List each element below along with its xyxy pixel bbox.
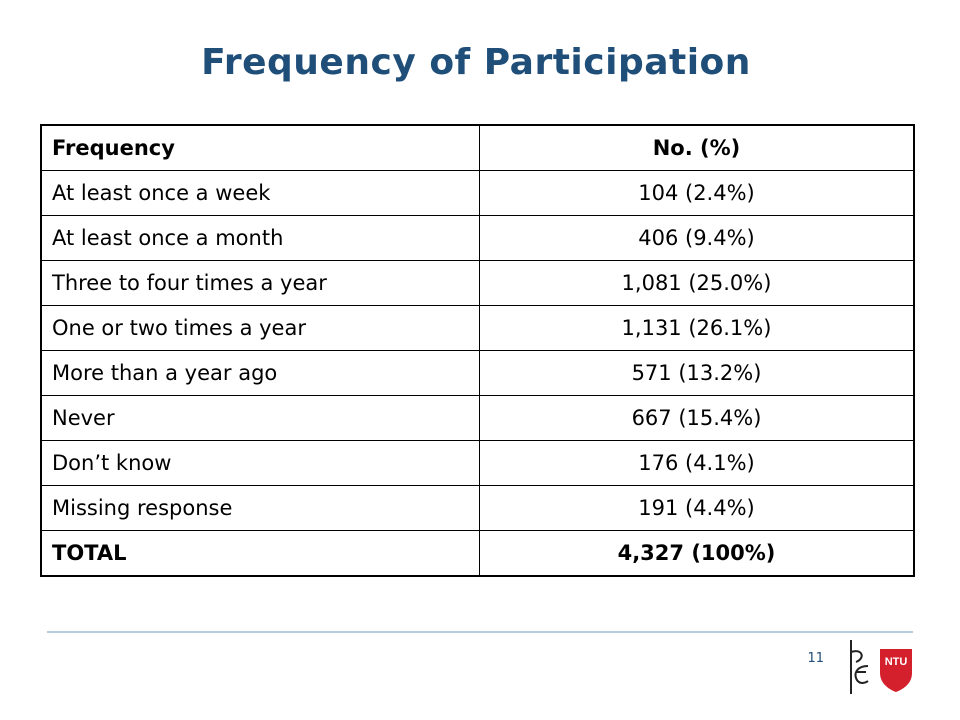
table-row: Three to four times a year 1,081 (25.0%) (41, 260, 914, 306)
row-label: At least once a month (41, 215, 480, 261)
row-label: Three to four times a year (41, 260, 480, 306)
slide-title: Frequency of Participation (201, 42, 751, 83)
table-row: Don’t know 176 (4.1%) (41, 440, 914, 486)
row-label: One or two times a year (41, 305, 480, 351)
ntu-logo-text: NTU (884, 656, 908, 668)
row-value: 191 (4.4%) (479, 485, 914, 531)
row-value: 1,081 (25.0%) (479, 260, 914, 306)
row-value: 406 (9.4%) (479, 215, 914, 261)
row-label: More than a year ago (41, 350, 480, 396)
table-row: One or two times a year 1,131 (26.1%) (41, 305, 914, 351)
footer-divider (47, 631, 913, 633)
page-number: 11 (807, 651, 824, 666)
total-row: TOTAL 4,327 (100%) (41, 530, 914, 577)
row-value: 571 (13.2%) (479, 350, 914, 396)
table-row: More than a year ago 571 (13.2%) (41, 350, 914, 396)
table-row: Never 667 (15.4%) (41, 395, 914, 441)
table-row: At least once a week 104 (2.4%) (41, 170, 914, 216)
row-value: 104 (2.4%) (479, 170, 914, 216)
ntu-shield-icon (880, 649, 912, 692)
row-value: 1,131 (26.1%) (479, 305, 914, 351)
frequency-table: Frequency No. (%) At least once a week 1… (40, 124, 915, 577)
figure-mark-icon (850, 640, 869, 694)
row-label: Don’t know (41, 440, 480, 486)
column-header-count: No. (%) (479, 125, 914, 171)
table-row: Missing response 191 (4.4%) (41, 485, 914, 531)
column-header-frequency: Frequency (41, 125, 480, 171)
total-label: TOTAL (41, 530, 480, 577)
row-label: Missing response (41, 485, 480, 531)
table-row: At least once a month 406 (9.4%) (41, 215, 914, 261)
row-value: 667 (15.4%) (479, 395, 914, 441)
row-value: 176 (4.1%) (479, 440, 914, 486)
total-value: 4,327 (100%) (479, 530, 914, 577)
table-header-row: Frequency No. (%) (41, 125, 914, 171)
row-label: At least once a week (41, 170, 480, 216)
row-label: Never (41, 395, 480, 441)
